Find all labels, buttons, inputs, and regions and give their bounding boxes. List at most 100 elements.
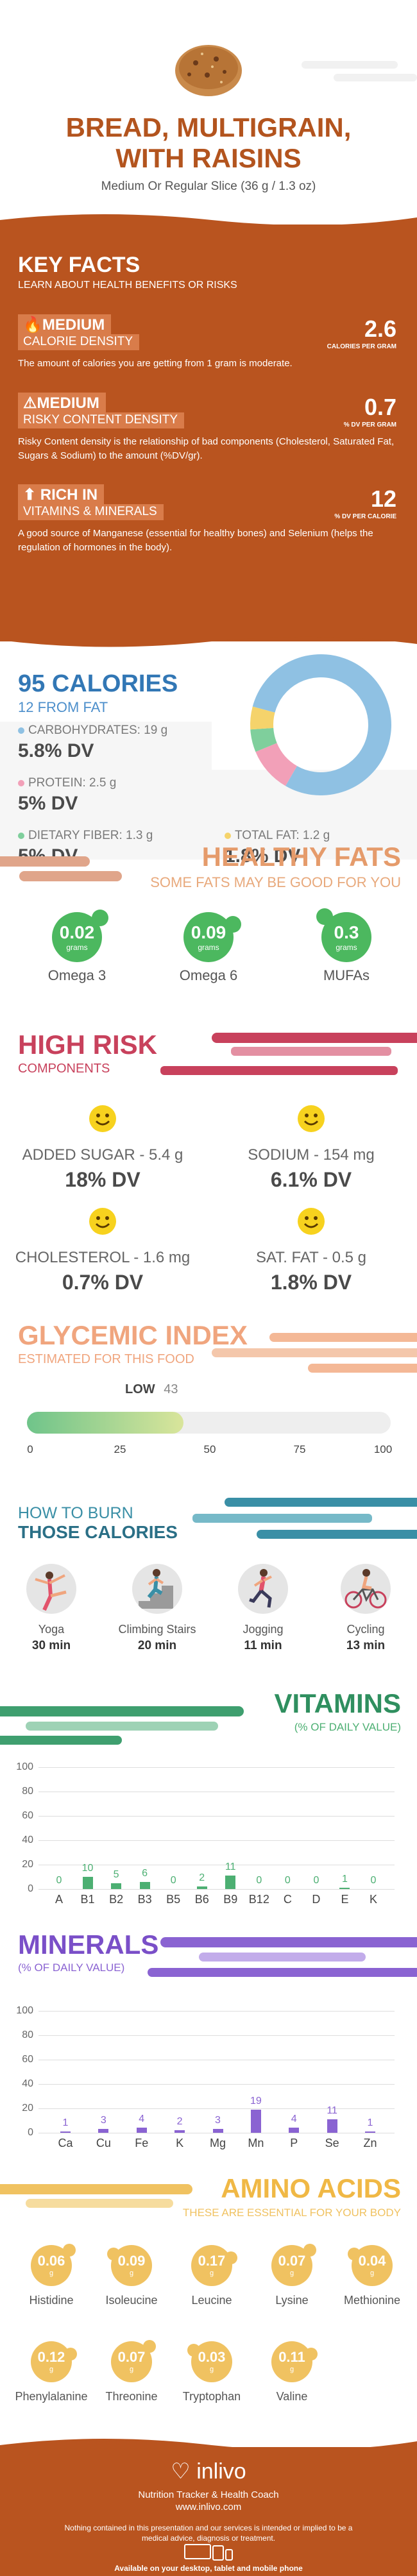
wave-bottom [0,629,417,647]
category-label: A [55,1893,63,1906]
footer-disclaimer: Nothing contained in this presentation a… [64,2523,353,2543]
amino-methionine: 0.04 g Methionine [324,2245,417,2307]
amino-name: Valine [276,2390,308,2403]
amino-circle: 0.07 g [111,2340,156,2382]
risk-label: CHOLESTEROL - 1.6 mg [15,1249,191,1266]
bar-value-label: 1 [367,2117,373,2129]
decor-bubble [303,2244,316,2257]
y-tick-label: 0 [28,2127,33,2138]
amino-name: Lysine [275,2294,309,2307]
risk-dv: 18% DV [65,1168,140,1191]
bar-b6 [196,1886,207,1889]
amino-subtitle: THESE ARE ESSENTIAL FOR YOUR BODY [182,2207,401,2219]
amino-tryptophan: 0.03 g Tryptophan [164,2341,260,2403]
high-risk-title: HIGH RISK [18,1030,158,1060]
category-label: B12 [248,1893,269,1906]
bar-value-label: 2 [176,2116,183,2128]
gridline [38,2084,395,2085]
decor-stripe [257,1530,417,1539]
calorie-donut-chart [250,654,391,795]
decor-stripe [334,74,417,81]
nutrient-fat: TOTAL FAT: 1.2 g 1.8% DV [225,829,330,867]
page-title: BREAD, MULTIGRAIN, WITH RAISINS [0,112,417,174]
risk-label: SODIUM - 154 mg [248,1146,375,1164]
fat-name: Omega 6 [179,967,238,983]
donut-slice-fat [250,706,275,730]
bar-value-label: 4 [291,2114,297,2125]
bar-value-label: 0 [170,1875,176,1886]
activity-stairs: Climbing Stairs 20 min [112,1564,202,1653]
y-tick-label: 0 [28,1883,33,1894]
decor-bubble [63,2244,76,2257]
risk-sat-fat: SAT. FAT - 0.5 g 1.8% DV [215,1207,407,1294]
high-risk-subtitle: COMPONENTS [18,1062,110,1076]
decor-bubble [305,2348,318,2360]
fat-circle: 0.02 grams [52,910,108,962]
healthy-fats-subtitle: SOME FATS MAY BE GOOD FOR YOU [150,874,401,890]
activity-name: Cycling [346,1623,385,1636]
amino-threonine: 0.07 g Threonine [83,2340,180,2403]
bar-cu [98,2129,109,2133]
category-label: K [176,2137,184,2149]
fact-level: 🔥MEDIUM [18,314,112,334]
fact-calorie-density: 🔥MEDIUM CALORIE DENSITY 2.6 CALORIES PER… [18,314,403,371]
fact-level: ⬆ RICH IN [18,484,105,504]
glycemic-tick: 100 [373,1443,393,1455]
activity-time: 20 min [137,1639,177,1652]
decor-stripe [269,1333,417,1342]
bread-icon [175,45,242,96]
decor-stripe [212,1348,417,1357]
footer-url[interactable]: www.inlivo.com [175,2502,242,2512]
category-label: Ca [58,2137,73,2149]
fact-description: The amount of calories you are getting f… [18,358,293,369]
amino-name: Histidine [29,2294,74,2307]
burn-title-line-1: HOW TO BURN [18,1504,133,1522]
decor-stripe [225,1498,417,1507]
heart-icon: ♡ [171,2459,191,2484]
warning-icon: ⚠ [23,394,37,412]
fire-icon: 🔥 [23,316,42,334]
fat-mufas: 0.3 grams MUFAs [308,908,385,984]
category-label: B3 [137,1893,152,1906]
title-line-2: WITH RAISINS [115,143,302,173]
bar-mg [212,2129,223,2133]
calories-title: 95 CALORIES [18,670,178,697]
category-label: Mg [209,2137,226,2149]
donut-slice-carbohydrates [252,654,391,795]
fact-value: 0.7 [364,394,396,420]
decor-stripe [231,1047,391,1056]
header: BREAD, MULTIGRAIN, WITH RAISINS Medium O… [0,0,417,212]
y-tick-label: 100 [16,2005,33,2016]
bar-value-label: 0 [256,1875,262,1886]
amino-circle: 0.11 g [271,2341,318,2382]
amino-histidine: 0.06 g Histidine [3,2244,99,2307]
key-facts-subtitle: LEARN ABOUT HEALTH BENEFITS OR RISKS [18,280,237,291]
bar-value-label: 3 [215,2115,221,2126]
bar-value-label: 5 [113,1868,119,1880]
legend-dot [18,832,24,839]
decor-stripe [302,61,398,69]
fact-unit: % DV PER GRAM [343,421,396,428]
amino-circle: 0.04 g [348,2245,393,2286]
smiley-icon [298,1105,325,1132]
key-facts-title: KEY FACTS [18,253,140,277]
gridline [38,1889,395,1890]
category-label: Fe [135,2137,149,2149]
bar-value-label: 0 [370,1875,377,1886]
activity-cycling: Cycling 13 min [321,1564,411,1653]
decor-bubble [92,910,108,926]
key-facts-section: KEY FACTS LEARN ABOUT HEALTH BENEFITS OR… [0,225,417,641]
amino-circle: 0.09 g [107,2245,152,2286]
gridline [38,2011,395,2012]
amino-title: AMINO ACIDS [221,2173,401,2203]
category-label: Se [325,2137,339,2149]
glycemic-tick: 25 [114,1443,126,1455]
fact-risky-density: ⚠MEDIUM RISKY CONTENT DENSITY 0.7 % DV P… [18,393,403,463]
stairs-icon [132,1564,182,1614]
fat-omega-6: 0.09 grams Omega 6 [170,912,247,984]
category-label: B5 [166,1893,181,1906]
vitamins-title: VITAMINS [274,1688,401,1718]
decor-bubble [225,2251,237,2264]
donut-slice-fiber [250,727,277,752]
category-label: C [283,1893,292,1906]
